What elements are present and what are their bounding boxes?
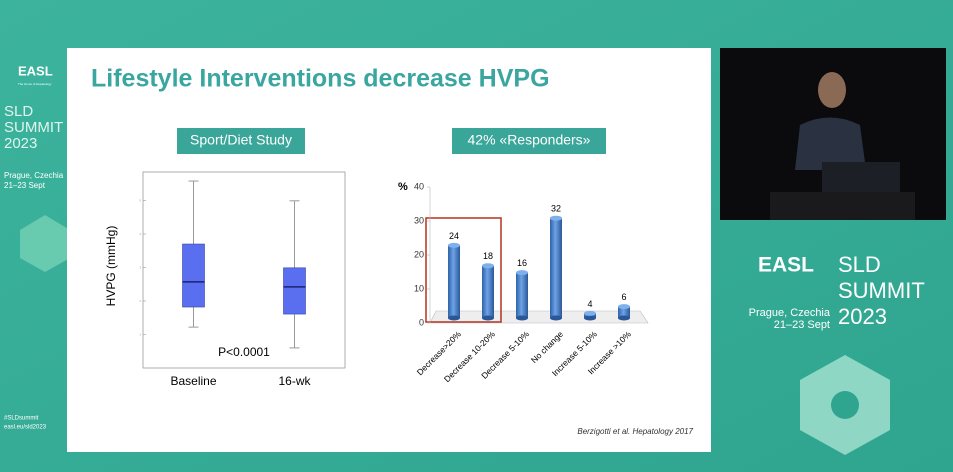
chart-title: Sport/Diet Study xyxy=(190,132,292,148)
bar-base xyxy=(448,315,460,321)
slide xyxy=(67,48,711,452)
laptop xyxy=(822,162,900,196)
bar xyxy=(482,265,494,318)
brand-location: Prague, Czechia xyxy=(749,307,831,319)
sidebar-location: Prague, Czechia xyxy=(4,171,64,180)
data-label: 18 xyxy=(483,251,493,261)
speaker-body xyxy=(795,117,866,170)
chart-title: 42% «Responders» xyxy=(468,132,591,148)
brand-event: SUMMIT xyxy=(838,278,925,303)
bar-base xyxy=(516,315,528,321)
y-tick-label: 20 xyxy=(414,249,424,259)
sidebar-logo: EASL xyxy=(18,63,53,78)
brand-event: 2023 xyxy=(838,304,887,329)
citation: Berzigotti et al. Hepatology 2017 xyxy=(577,427,693,436)
y-tick-label: 40 xyxy=(414,181,424,191)
y-tick-label: 10 xyxy=(414,283,424,293)
y-tick-label: 0 xyxy=(419,317,424,327)
bar xyxy=(618,306,630,318)
slide-title: Lifestyle Interventions decrease HVPG xyxy=(91,65,550,93)
highlight-box xyxy=(425,217,502,323)
chart-title-box xyxy=(452,128,606,154)
bar-base xyxy=(618,315,630,321)
bar-top xyxy=(618,304,630,310)
data-label: 16 xyxy=(517,258,527,268)
bar-base xyxy=(584,315,596,321)
bar-top xyxy=(516,270,528,276)
y-axis-label: HVPG (mmHg) xyxy=(104,226,118,307)
y-tick-label: 4 xyxy=(139,232,141,236)
y-axis-label: % xyxy=(398,181,408,193)
bar-base xyxy=(482,315,494,321)
sidebar-dates: 21–23 Sept xyxy=(4,181,46,190)
x-tick-label: Baseline xyxy=(170,374,216,388)
y-tick-label: 30 xyxy=(414,215,424,225)
speaker-head xyxy=(818,72,846,108)
y-tick-label: 5 xyxy=(139,198,141,202)
annotation: P<0.0001 xyxy=(218,345,270,359)
bar xyxy=(516,272,528,318)
decor-hex xyxy=(20,215,70,272)
lectern xyxy=(770,192,915,220)
chart-title-box xyxy=(177,128,305,154)
bar xyxy=(448,245,460,318)
data-label: 4 xyxy=(587,299,592,309)
data-label: 24 xyxy=(449,231,459,241)
decor-hole xyxy=(831,391,859,419)
plot-frame xyxy=(142,171,346,369)
y-tick-label: 3 xyxy=(139,265,141,269)
bar xyxy=(550,218,562,318)
sidebar-tagline: The Home of Hepatology xyxy=(18,82,52,86)
bar-base xyxy=(550,315,562,321)
sidebar-url: easl.eu/sld2023 xyxy=(4,425,47,431)
brand-dates: 21–23 Sept xyxy=(774,319,830,331)
bar-top xyxy=(482,263,494,269)
data-label: 6 xyxy=(621,292,626,302)
box xyxy=(283,267,306,315)
bar-top xyxy=(550,215,562,221)
y-tick-label: 2 xyxy=(139,299,141,303)
bar-top xyxy=(448,242,460,248)
sidebar-hashtag: #SLDsummit xyxy=(4,416,39,422)
sidebar-event: 2023 xyxy=(4,135,37,152)
brand-event: SLD xyxy=(838,252,881,277)
sidebar-event: SUMMIT xyxy=(4,119,63,136)
brand-logo: EASL xyxy=(758,254,814,277)
data-label: 32 xyxy=(551,204,561,214)
sidebar-event: SLD xyxy=(4,103,33,120)
box xyxy=(182,243,205,308)
y-tick-label: 1 xyxy=(139,332,141,336)
bar-top xyxy=(584,310,596,316)
x-tick-label: 16-wk xyxy=(278,374,311,388)
